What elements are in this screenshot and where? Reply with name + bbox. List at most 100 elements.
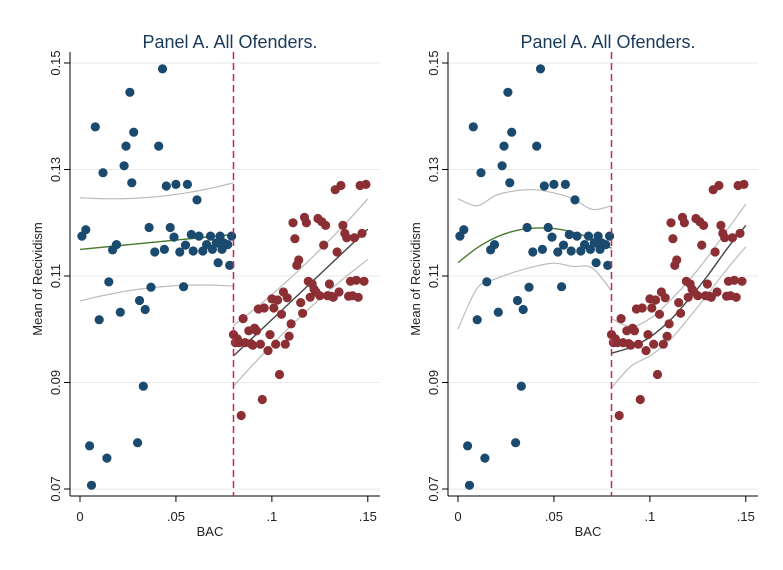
data-point-right bbox=[263, 346, 273, 356]
x-tick-label: .05 bbox=[545, 509, 563, 524]
data-point-left bbox=[593, 231, 603, 241]
data-point-left bbox=[468, 122, 478, 132]
data-point-left bbox=[111, 240, 122, 250]
data-point-right bbox=[319, 240, 329, 250]
data-point-left bbox=[539, 181, 549, 191]
data-point-right bbox=[315, 291, 325, 301]
data-point-left bbox=[215, 231, 225, 241]
data-point-right bbox=[714, 180, 724, 191]
y-tick-label: 0.07 bbox=[426, 476, 441, 501]
data-point-left bbox=[543, 222, 553, 233]
data-point-right bbox=[274, 369, 285, 380]
data-point-left bbox=[144, 222, 154, 233]
data-point-right bbox=[683, 292, 693, 302]
data-point-left bbox=[121, 141, 131, 151]
data-point-left bbox=[104, 277, 114, 287]
data-point-left bbox=[507, 127, 517, 137]
data-point-left bbox=[180, 240, 191, 250]
data-point-right bbox=[290, 234, 300, 244]
data-point-right bbox=[294, 255, 304, 265]
data-point-left bbox=[572, 231, 582, 241]
data-point-left bbox=[564, 229, 574, 240]
data-point-right bbox=[649, 339, 659, 349]
data-point-right bbox=[296, 298, 306, 308]
data-point-right bbox=[305, 292, 315, 302]
plot-area bbox=[448, 52, 758, 496]
ci-upper-left bbox=[457, 189, 612, 211]
data-point-right bbox=[273, 295, 283, 305]
data-point-left bbox=[138, 381, 148, 391]
data-point-left bbox=[558, 240, 569, 250]
data-point-right bbox=[324, 279, 334, 289]
data-point-left bbox=[102, 453, 112, 463]
data-point-right bbox=[334, 287, 344, 297]
data-point-left bbox=[489, 240, 500, 250]
data-point-left bbox=[179, 282, 189, 292]
data-point-left bbox=[603, 260, 613, 270]
data-point-left bbox=[134, 295, 145, 306]
data-point-right bbox=[660, 293, 670, 303]
data-point-right bbox=[629, 326, 640, 336]
data-point-left bbox=[159, 244, 169, 254]
y-tick-label: 0.11 bbox=[426, 264, 441, 288]
data-point-left bbox=[133, 438, 143, 448]
plot-area bbox=[70, 52, 380, 496]
data-point-right bbox=[616, 314, 626, 324]
data-point-right bbox=[248, 340, 258, 350]
data-point-left bbox=[589, 238, 599, 248]
ci-lower-right bbox=[611, 246, 747, 389]
data-point-left bbox=[169, 232, 179, 242]
data-point-left bbox=[188, 246, 198, 256]
x-axis-title: BAC bbox=[575, 524, 602, 539]
data-point-right bbox=[301, 218, 311, 228]
data-point-right bbox=[271, 339, 281, 349]
data-point-right bbox=[641, 346, 651, 356]
data-point-right bbox=[626, 340, 636, 350]
data-point-left bbox=[497, 161, 507, 171]
data-point-left bbox=[524, 282, 534, 292]
data-point-right bbox=[731, 292, 741, 302]
data-point-right bbox=[679, 218, 690, 228]
data-point-right bbox=[251, 326, 262, 336]
data-point-left bbox=[459, 225, 469, 235]
data-point-left bbox=[510, 438, 521, 448]
y-tick-label: 0.09 bbox=[426, 370, 441, 395]
data-point-right bbox=[676, 308, 686, 318]
data-point-left bbox=[532, 141, 542, 151]
data-point-right bbox=[332, 247, 342, 257]
data-point-right bbox=[357, 228, 367, 238]
panel-left: 0.07 0.09 0.11 0.13 0.15 0 .05 .1 .15 Panel A. Al… bbox=[30, 32, 380, 539]
data-point-right bbox=[737, 276, 747, 286]
data-point-left bbox=[503, 87, 513, 97]
data-point-right bbox=[353, 292, 363, 302]
data-point-left bbox=[591, 258, 601, 268]
data-point-right bbox=[361, 179, 371, 189]
data-point-left bbox=[535, 64, 546, 74]
ci-lower-left bbox=[79, 284, 234, 302]
x-tick-label: 0 bbox=[76, 509, 83, 524]
x-tick-label: .1 bbox=[644, 509, 655, 524]
data-point-left bbox=[94, 315, 104, 325]
data-point-left bbox=[227, 231, 237, 241]
data-point-right bbox=[654, 309, 665, 319]
ci-upper-left bbox=[79, 182, 234, 200]
data-point-right bbox=[255, 339, 265, 349]
chart-title: Panel A. All Ofenders. bbox=[142, 32, 317, 52]
data-point-left bbox=[115, 307, 125, 317]
data-point-right bbox=[664, 319, 674, 329]
data-point-left bbox=[476, 168, 486, 178]
data-point-left bbox=[601, 240, 611, 250]
data-point-left bbox=[570, 195, 580, 205]
data-point-left bbox=[119, 161, 129, 171]
data-point-left bbox=[86, 480, 97, 490]
data-point-left bbox=[547, 232, 557, 242]
data-point-right bbox=[637, 303, 647, 313]
data-point-right bbox=[349, 233, 359, 243]
data-point-left bbox=[549, 179, 559, 189]
y-tick-label: 0.13 bbox=[48, 157, 63, 182]
data-point-right bbox=[280, 339, 290, 349]
data-point-right bbox=[712, 287, 722, 297]
data-point-left bbox=[85, 441, 95, 451]
data-point-left bbox=[182, 179, 192, 189]
